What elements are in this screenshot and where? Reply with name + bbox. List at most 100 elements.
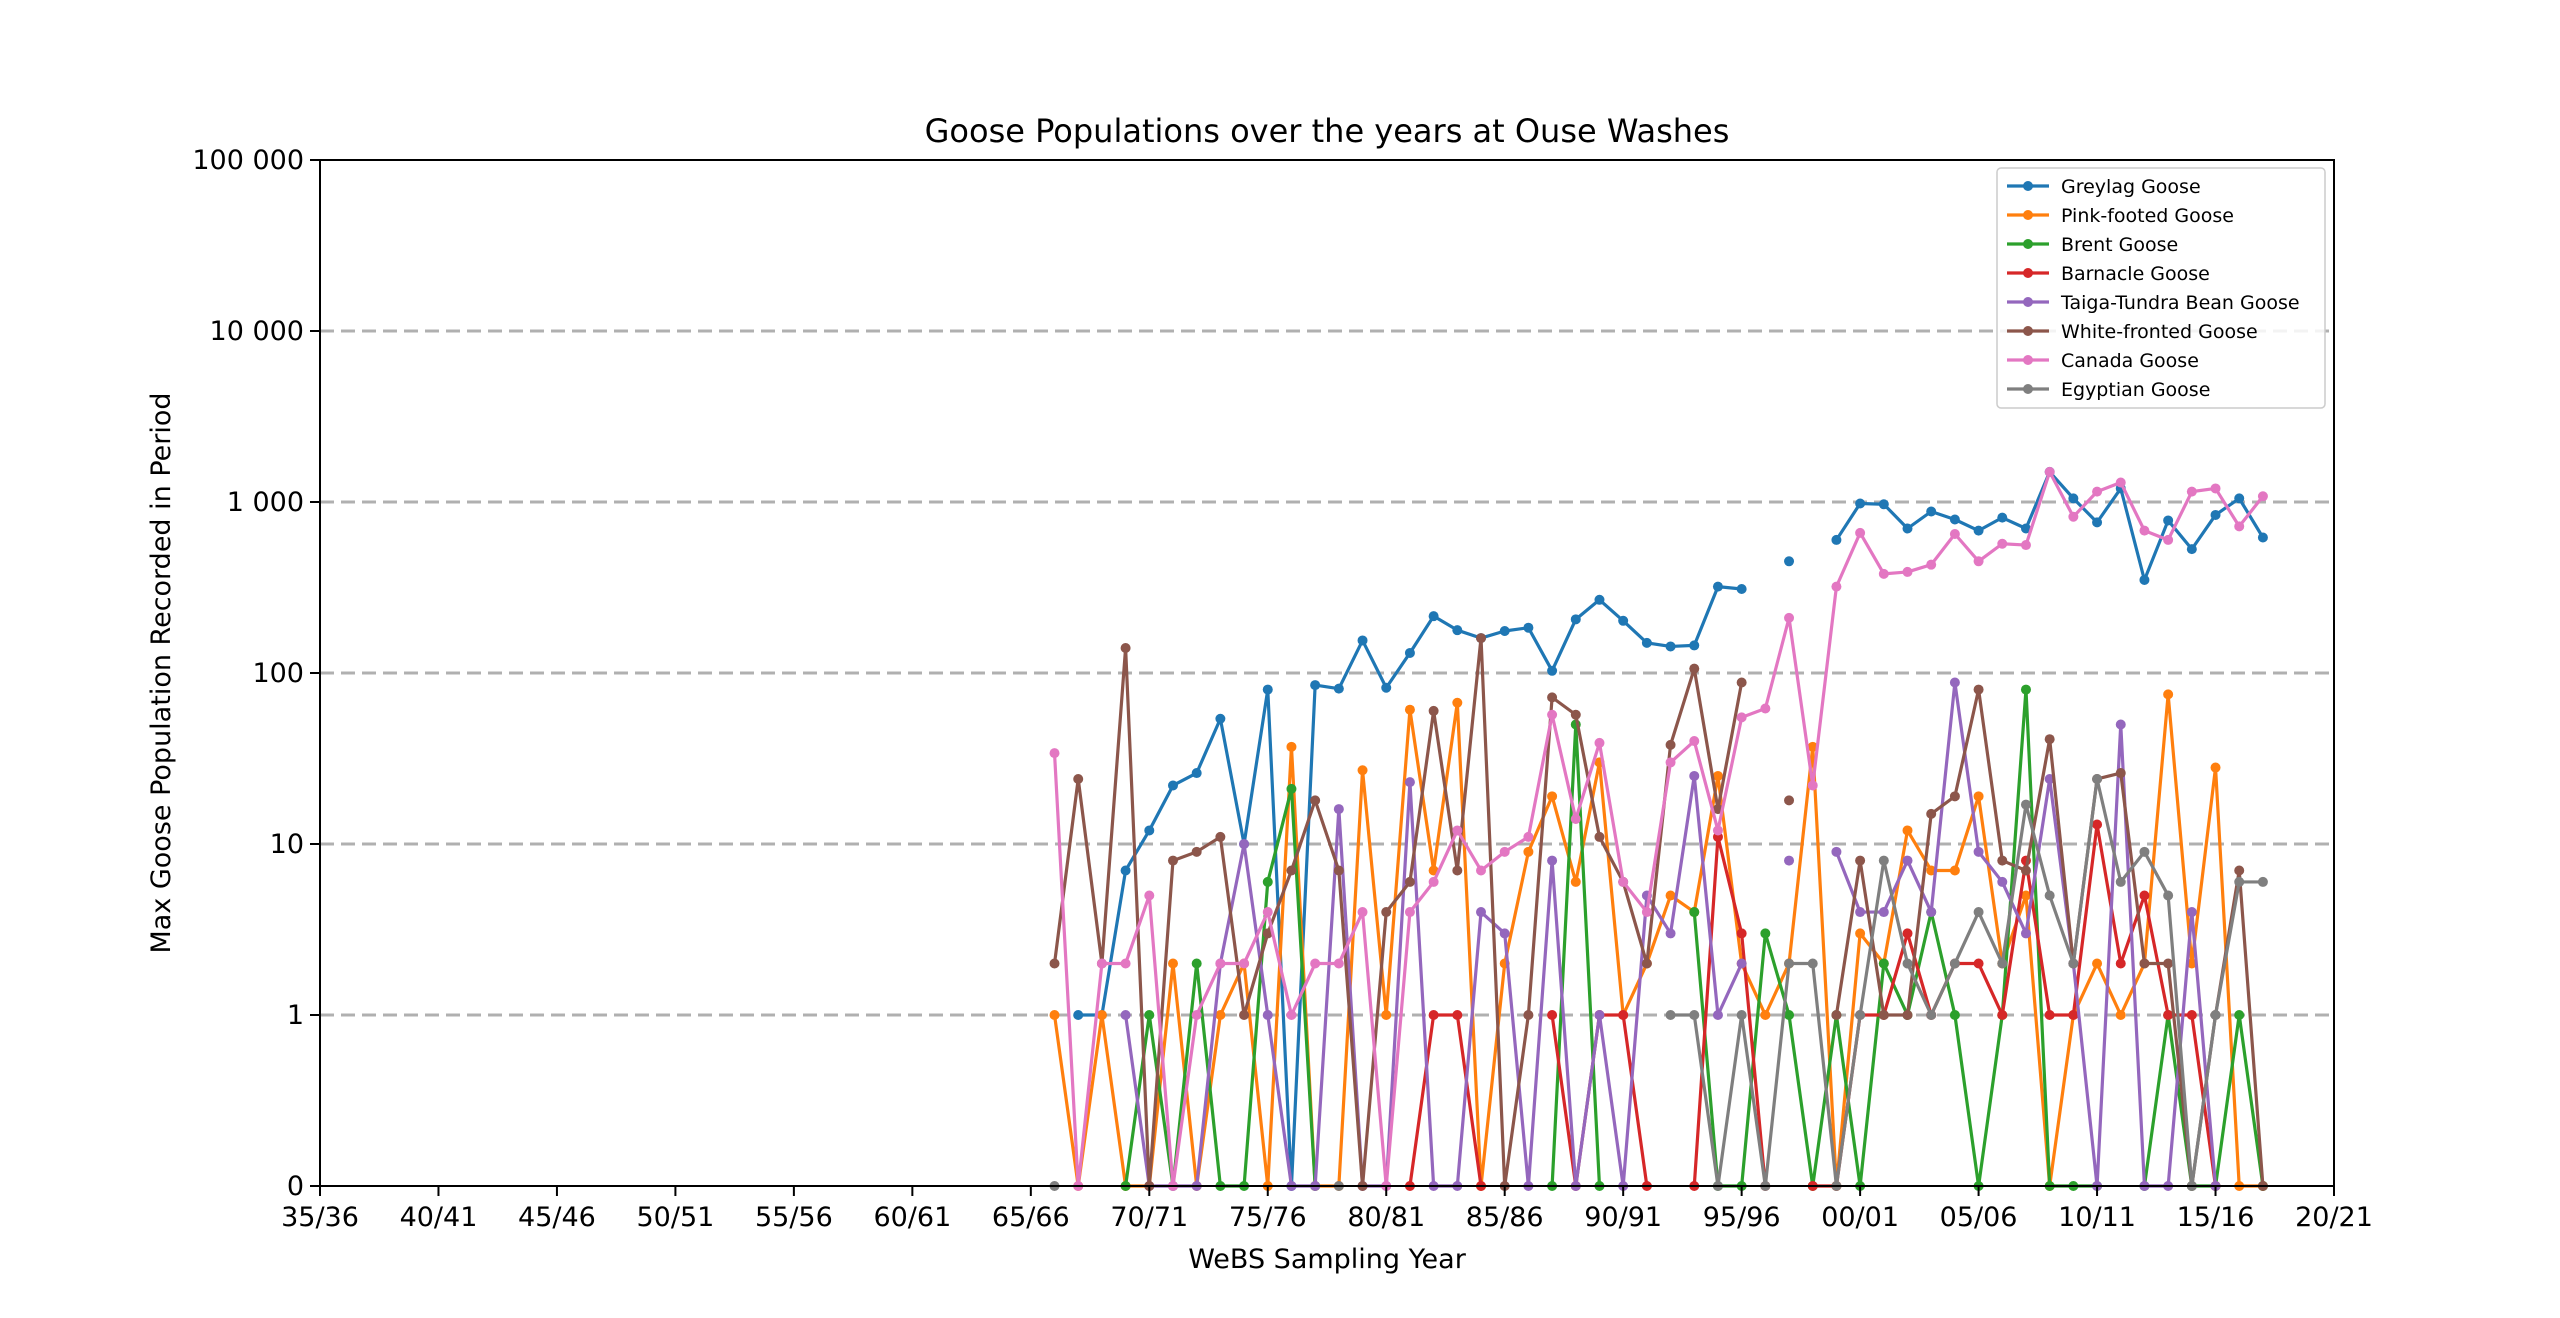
- data-point: [1926, 907, 1937, 918]
- data-point: [1926, 506, 1937, 517]
- data-point: [1665, 1010, 1676, 1020]
- series-egyptian-goose: [1049, 773, 2268, 1191]
- x-tick-label: 20/21: [2295, 1202, 2373, 1233]
- series-line: [1408, 1013, 1483, 1187]
- data-point: [1523, 622, 1534, 633]
- data-point: [1476, 907, 1487, 918]
- data-point: [1404, 777, 1415, 788]
- data-point: [2020, 540, 2031, 551]
- data-point: [2234, 876, 2245, 887]
- data-point: [2044, 734, 2055, 745]
- data-point: [1499, 846, 1510, 857]
- x-axis: 35/36 40/41 45/46 50/51 55/56 60/61 65/66 70/71…: [281, 1186, 2373, 1233]
- data-point: [2234, 865, 2245, 876]
- y-tick-label: 1 000: [227, 487, 304, 518]
- data-point: [1736, 583, 1747, 594]
- data-point: [2020, 890, 2031, 901]
- series-line: [1692, 835, 1767, 1187]
- data-point: [1570, 614, 1581, 625]
- data-point: [1760, 928, 1771, 939]
- data-point: [2044, 466, 2055, 477]
- legend-label: Pink-footed Goose: [2061, 205, 2234, 227]
- data-point: [1286, 783, 1297, 794]
- data-point: [1949, 528, 1960, 539]
- data-point: [1807, 958, 1818, 969]
- data-point: [2020, 865, 2031, 876]
- data-point: [1120, 865, 1131, 876]
- data-point: [2163, 689, 2174, 700]
- data-point: [1547, 709, 1558, 720]
- series-line: [1052, 692, 2263, 1188]
- data-point: [1523, 1010, 1534, 1020]
- data-point: [2139, 846, 2150, 857]
- legend-marker: [2023, 181, 2033, 191]
- data-point: [1902, 825, 1913, 836]
- data-point: [2186, 907, 2197, 918]
- data-point: [1973, 525, 1984, 536]
- legend-marker: [2023, 297, 2033, 307]
- data-point: [2257, 876, 2268, 887]
- x-tick-label: 05/06: [1940, 1202, 2018, 1233]
- data-point: [1641, 907, 1652, 918]
- legend-label: Brent Goose: [2061, 234, 2178, 256]
- data-point: [1665, 928, 1676, 939]
- legend-label: Egyptian Goose: [2061, 379, 2210, 401]
- data-point: [1239, 958, 1250, 969]
- x-tick-label: 85/86: [1466, 1202, 1544, 1233]
- data-point: [1736, 1010, 1747, 1020]
- data-point: [2068, 493, 2079, 504]
- data-point: [2186, 1010, 2197, 1020]
- data-point: [1381, 907, 1392, 918]
- data-point: [1902, 566, 1913, 577]
- data-point: [1215, 958, 1226, 969]
- x-tick-label: 75/76: [1229, 1202, 1307, 1233]
- data-point: [2163, 890, 2174, 901]
- data-point: [2163, 534, 2174, 545]
- data-point: [1452, 825, 1463, 836]
- data-point: [1333, 804, 1344, 815]
- x-tick-label: 70/71: [1110, 1202, 1188, 1233]
- data-point: [1404, 876, 1415, 887]
- data-point: [1262, 876, 1273, 887]
- data-point: [2210, 509, 2221, 520]
- data-point: [1878, 855, 1889, 866]
- data-point: [1807, 780, 1818, 791]
- data-point: [1073, 1010, 1084, 1020]
- data-point: [1570, 814, 1581, 825]
- data-point: [1120, 1010, 1131, 1020]
- legend-marker: [2023, 384, 2033, 394]
- legend-box: [1996, 167, 2326, 409]
- legend-marker: [2023, 326, 2033, 336]
- y-axis-label: Max Goose Population Recorded in Period: [146, 392, 177, 953]
- data-point: [1381, 682, 1392, 693]
- y-tick-label: 10: [270, 829, 304, 860]
- data-point: [1973, 907, 1984, 918]
- x-tick-label: 15/16: [2177, 1202, 2255, 1233]
- x-tick-label: 95/96: [1703, 1202, 1781, 1233]
- data-point: [1949, 865, 1960, 876]
- data-point: [1878, 568, 1889, 579]
- data-point: [2092, 773, 2103, 784]
- data-point: [1665, 641, 1676, 652]
- data-point: [1665, 890, 1676, 901]
- data-point: [1120, 958, 1131, 969]
- data-point: [1523, 831, 1534, 842]
- data-point: [2186, 958, 2197, 969]
- data-point: [2234, 1010, 2245, 1020]
- x-tick-label: 60/61: [873, 1202, 951, 1233]
- data-point: [2115, 768, 2126, 779]
- y-tick-label: 0: [287, 1171, 304, 1202]
- data-point: [1452, 625, 1463, 636]
- legend-label: Taiga-Tundra Bean Goose: [2060, 292, 2300, 314]
- data-point: [2020, 928, 2031, 939]
- data-point: [1736, 958, 1747, 969]
- data-point: [1997, 538, 2008, 549]
- x-tick-label: 45/46: [518, 1202, 596, 1233]
- data-point: [1902, 523, 1913, 534]
- data-point: [1404, 647, 1415, 658]
- y-tick-label: 100: [252, 658, 304, 689]
- data-point: [2234, 521, 2245, 532]
- data-point: [1807, 741, 1818, 752]
- data-point: [1570, 876, 1581, 887]
